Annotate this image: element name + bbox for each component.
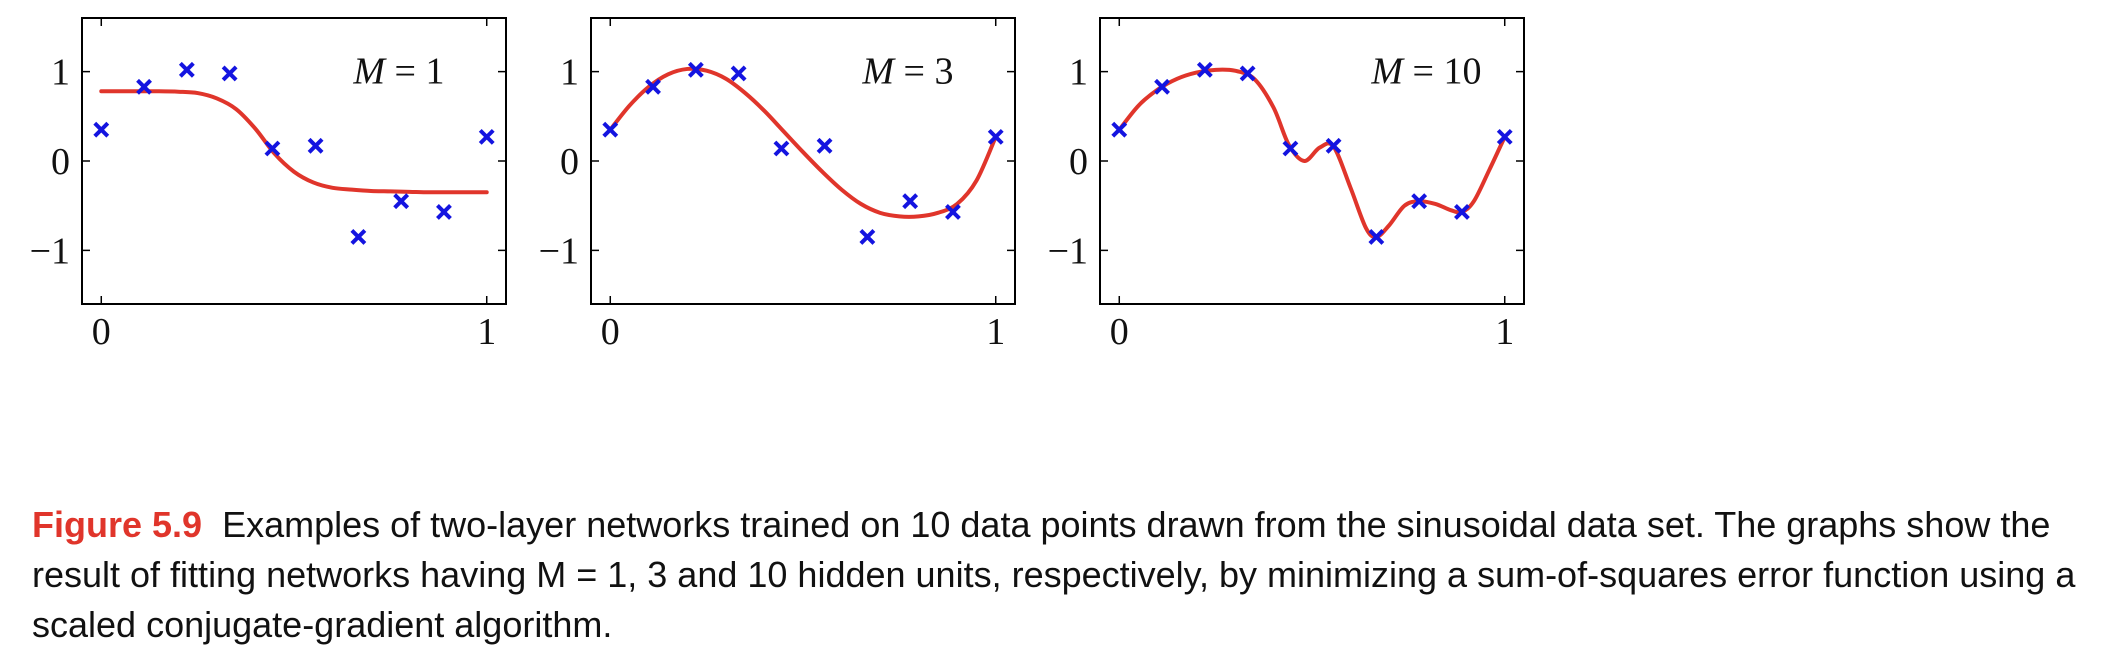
caption-text: Examples of two-layer networks trained o… bbox=[32, 504, 2076, 645]
data-point-marker bbox=[687, 61, 704, 78]
annotation-eq: = bbox=[385, 51, 425, 93]
annotation-var: M bbox=[352, 51, 387, 93]
hidden-units-annotation: M = 3 bbox=[861, 51, 953, 93]
annotation-eq: = bbox=[1403, 51, 1443, 93]
x-tick-label: 1 bbox=[1495, 311, 1514, 353]
data-point-marker bbox=[136, 78, 152, 95]
chart-panel-1: 10−10 1M = 1 bbox=[30, 17, 507, 353]
data-point-marker bbox=[436, 204, 452, 220]
annotation-value: 3 bbox=[934, 51, 953, 93]
data-point-marker bbox=[178, 61, 195, 78]
data-point-marker bbox=[307, 137, 324, 154]
y-tick-label: 1 bbox=[560, 52, 579, 94]
figure-panels: 10−10 1M = 1 10−10 1M = 3 10−10 1M = 10 bbox=[30, 17, 1525, 353]
chart-panel-2: 1 0 −1 0 1 M = 3 bbox=[539, 17, 1016, 353]
data-point-marker bbox=[945, 204, 961, 220]
data-point-marker bbox=[264, 140, 281, 157]
data-point-marker bbox=[1325, 137, 1342, 154]
y-tick-label: 0 bbox=[1069, 141, 1088, 183]
fitted-curve-line bbox=[608, 66, 998, 219]
data-point-marker bbox=[1282, 140, 1299, 157]
data-point-marker bbox=[1154, 78, 1170, 95]
data-point-marker bbox=[773, 140, 790, 157]
fitted-curve-line bbox=[1117, 67, 1507, 240]
data-point-marker bbox=[602, 121, 619, 138]
annotation-value: 1 bbox=[425, 51, 444, 93]
data-point-marker bbox=[93, 121, 110, 138]
x-tick-label: 0 bbox=[1110, 311, 1129, 353]
data-point-marker bbox=[1196, 61, 1213, 78]
data-point-marker bbox=[645, 78, 661, 95]
annotation-var: M bbox=[861, 51, 896, 93]
figure-label: Figure 5.9 bbox=[32, 504, 203, 545]
y-tick-label: 0 bbox=[51, 141, 70, 183]
data-point-marker bbox=[816, 137, 833, 154]
data-point-marker bbox=[478, 128, 495, 145]
fitted-curve-line bbox=[99, 89, 489, 195]
data-point-marker bbox=[902, 193, 919, 210]
figure-caption: Figure 5.9 Examples of two-layer networks… bbox=[32, 500, 2082, 650]
hidden-units-annotation: M = 1 bbox=[352, 51, 444, 93]
data-point-marker bbox=[221, 65, 238, 82]
data-point-marker bbox=[987, 128, 1004, 145]
data-point-marker bbox=[393, 193, 410, 210]
data-point-marker bbox=[730, 65, 747, 82]
data-point-marker bbox=[1239, 65, 1256, 82]
data-point-marker bbox=[1411, 193, 1428, 210]
y-tick-label: −1 bbox=[1048, 230, 1088, 272]
annotation-var: M bbox=[1370, 51, 1405, 93]
y-tick-label: −1 bbox=[539, 230, 579, 272]
y-tick-label: 1 bbox=[51, 52, 70, 94]
data-point-marker bbox=[1111, 121, 1128, 138]
data-point-marker bbox=[859, 229, 876, 245]
x-tick-label: 0 bbox=[601, 311, 620, 353]
hidden-units-annotation: M = 10 bbox=[1370, 51, 1481, 93]
data-point-marker bbox=[1496, 128, 1513, 145]
chart-panel-3: 10−10 1M = 10 bbox=[1048, 17, 1525, 353]
y-tick-label: 0 bbox=[560, 141, 579, 183]
data-point-marker bbox=[350, 229, 367, 245]
data-point-marker bbox=[1368, 229, 1385, 245]
x-tick-label: 0 bbox=[92, 311, 111, 353]
x-tick-label: 1 bbox=[477, 311, 496, 353]
annotation-value: 10 bbox=[1443, 51, 1481, 93]
y-tick-label: −1 bbox=[30, 230, 70, 272]
x-tick-label: 1 bbox=[986, 311, 1005, 353]
data-point-marker bbox=[1454, 204, 1470, 220]
annotation-eq: = bbox=[894, 51, 934, 93]
y-tick-label: 1 bbox=[1069, 52, 1088, 94]
